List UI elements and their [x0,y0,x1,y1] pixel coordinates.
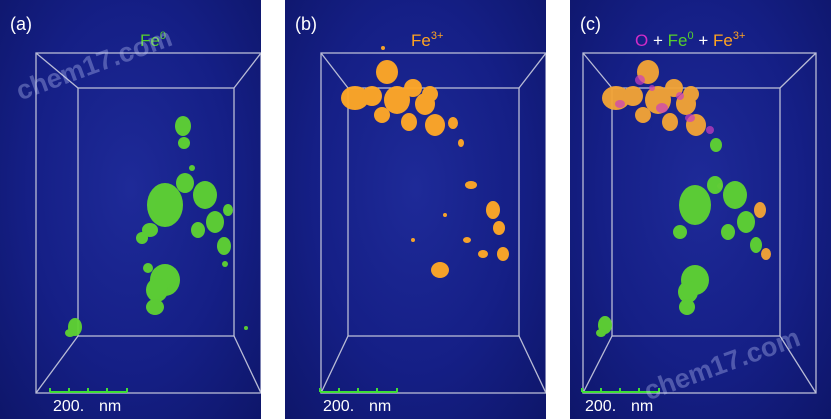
panel-title: Fe3+ [411,30,444,50]
panel-label: (c) [580,14,601,34]
fe0-particles [65,116,248,337]
panel-title: Fe0 [140,30,166,50]
panel-c: (c) O + Fe0 + Fe3+ 200. nm [570,0,831,419]
panel-a-render [35,52,261,394]
scale-bar-unit: nm [369,398,392,415]
fe3-particles [341,46,509,278]
panel-label: (b) [295,14,317,34]
panel-a: (a) Fe0 200. nm [0,0,261,419]
panel-label: (a) [10,14,32,34]
scale-bar-line [319,388,398,393]
panel-b: (b) Fe3+ 200. nm [285,0,546,419]
oxygen-particles [615,75,723,189]
panel-b-render [319,46,546,394]
panel-c-render [581,52,817,394]
scale-bar-unit: nm [631,398,654,415]
scale-bar-value: 200. [53,398,85,415]
scale-bar-line [49,388,128,393]
panel-title: O + Fe0 + Fe3+ [635,30,746,50]
scale-bar-line [581,388,660,393]
scale-bar-value: 200. [323,398,355,415]
scale-bar-unit: nm [99,398,122,415]
bounding-box [35,52,261,394]
fe0-particles [596,138,762,337]
scale-bar-value: 200. [585,398,617,415]
